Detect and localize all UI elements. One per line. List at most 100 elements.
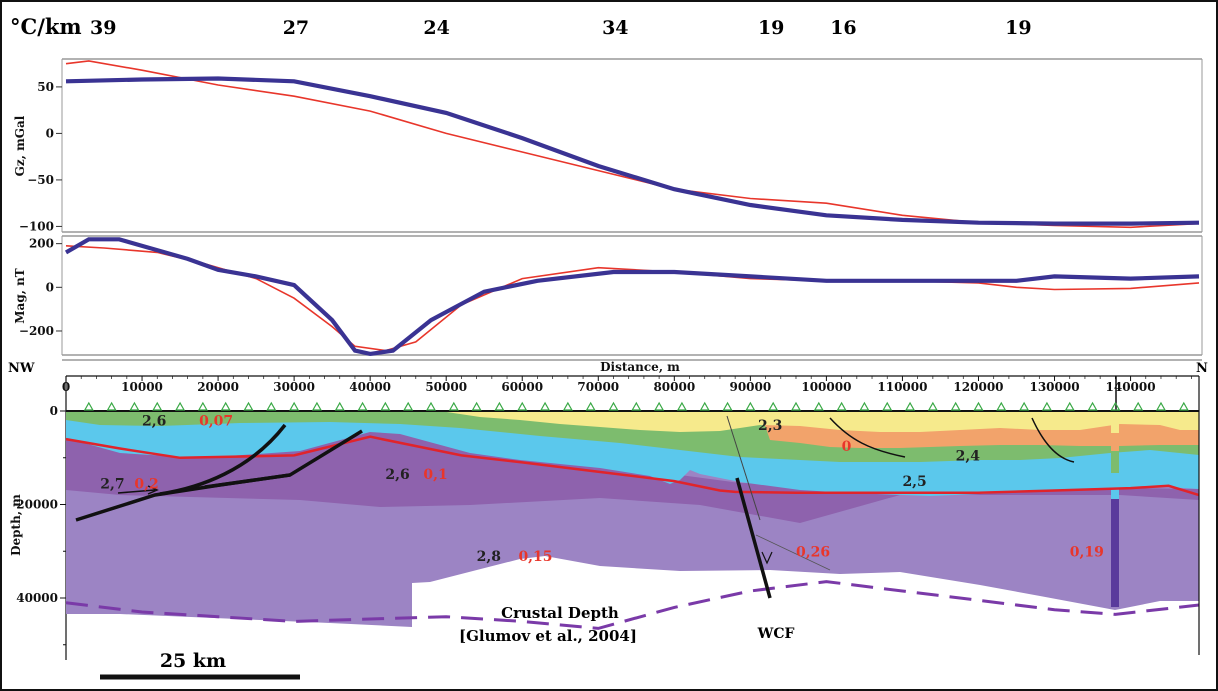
layer-label: 0,19 xyxy=(1070,544,1104,560)
station-marker-icon xyxy=(927,401,938,411)
fault-slip-arrow-icon xyxy=(761,551,773,565)
scale-bar-label: 25 km xyxy=(160,650,226,672)
magnetic-tick-label: −200 xyxy=(19,324,54,338)
station-marker-icon xyxy=(722,401,733,411)
distance-tick-label: 130000 xyxy=(1029,380,1079,394)
station-marker-icon xyxy=(494,401,505,411)
station-marker-icon xyxy=(448,401,459,411)
station-marker-icon xyxy=(699,401,710,411)
magnetic-tick-label: 0 xyxy=(46,280,54,294)
station-marker-icon xyxy=(790,401,802,411)
distance-tick-label: 70000 xyxy=(577,380,619,394)
fault-lines xyxy=(75,415,1075,599)
thermal-value: 19 xyxy=(758,17,784,39)
distance-tick-label: 140000 xyxy=(1106,380,1156,394)
borehole-segment xyxy=(1111,499,1119,607)
crustal-depth-label: Crustal Depth xyxy=(501,604,619,622)
station-marker-icon xyxy=(517,401,528,411)
station-marker-icon xyxy=(357,401,368,411)
thrust-arrow-icon xyxy=(117,489,156,494)
sediment-fault-line xyxy=(1031,417,1075,463)
station-marker-icon xyxy=(1019,401,1030,411)
magnetic-panel: 200 0 −200 Mag, nT xyxy=(13,235,1203,357)
station-marker-icon xyxy=(813,401,824,411)
thermal-value: 19 xyxy=(1005,17,1031,39)
station-marker-icon xyxy=(334,401,345,411)
station-marker-icon xyxy=(106,401,117,411)
layer-label: 0,07 xyxy=(199,413,233,429)
distance-tick-label: 120000 xyxy=(953,380,1003,394)
fault-trace-line xyxy=(726,415,761,521)
wcf-fault-line xyxy=(735,477,772,599)
station-marker-icon xyxy=(1178,401,1189,411)
layer-label: 0,26 xyxy=(796,544,830,560)
magnetic-observed-curve xyxy=(64,237,1200,357)
basement-boundary-line xyxy=(65,435,1200,497)
station-marker-icon xyxy=(882,401,893,411)
thermal-value: 16 xyxy=(830,17,856,39)
gravity-tick-label: −50 xyxy=(27,173,54,187)
thrust-fault-line xyxy=(159,423,287,496)
layer-label: 0 xyxy=(842,439,852,455)
thermal-value: 27 xyxy=(283,17,309,39)
station-marker-icon xyxy=(768,401,779,411)
layer-label: 0,15 xyxy=(518,549,552,565)
station-marker-icon xyxy=(380,401,391,411)
thermal-value: 39 xyxy=(90,17,116,39)
station-marker-icon xyxy=(175,401,186,411)
station-marker-icon xyxy=(654,401,665,411)
borehole-segment xyxy=(1111,433,1119,451)
layer-label: 2,6 xyxy=(385,467,409,483)
distance-x-ticks: 0100002000030000400005000060000700008000… xyxy=(62,375,1199,394)
station-marker-icon xyxy=(585,401,596,411)
gravity-observed-curve xyxy=(65,76,1200,226)
thermal-value: 34 xyxy=(602,17,628,39)
crustal-depth-reference: [Glumov et al., 2004] xyxy=(459,627,637,645)
layer-label: 0,1 xyxy=(423,467,447,483)
station-markers xyxy=(83,401,1189,411)
magnetic-y-ticks: 200 0 −200 xyxy=(19,237,62,338)
layer-label: 2,8 xyxy=(477,549,501,565)
station-marker-icon xyxy=(745,401,756,411)
layer-label: 2,5 xyxy=(902,474,926,490)
station-marker-icon xyxy=(197,401,208,411)
layer-label: 2,3 xyxy=(758,418,782,434)
layer-label: 2,7 xyxy=(100,476,124,492)
distance-xlabel: Distance, m xyxy=(600,360,680,374)
station-marker-icon xyxy=(129,401,140,411)
station-marker-icon xyxy=(608,401,619,411)
distance-tick-label: 60000 xyxy=(501,380,543,394)
layer-label: 2,4 xyxy=(956,448,981,464)
thrust-arrow-icon xyxy=(147,485,159,495)
thermal-unit: °C/km xyxy=(10,14,82,39)
depth-tick-label: 20000 xyxy=(16,498,58,512)
station-marker-icon xyxy=(836,401,847,411)
station-marker-icon xyxy=(950,401,961,411)
station-marker-icon xyxy=(973,401,984,411)
gravity-ylabel: Gz, mGal xyxy=(13,115,27,176)
layer-label: 2,6 xyxy=(142,413,166,429)
station-marker-icon xyxy=(403,401,414,411)
station-marker-icon xyxy=(152,401,163,411)
station-marker-icon xyxy=(471,401,482,411)
sediment-fault-line xyxy=(829,417,906,458)
station-marker-icon xyxy=(1041,401,1052,411)
station-marker-icon xyxy=(1110,401,1121,411)
section-panel: NW N Distance, m 0 10000 20000 30000 40000 50… xyxy=(8,359,1208,680)
depth-tick-label: 0 xyxy=(50,404,58,418)
station-marker-icon xyxy=(562,401,573,411)
station-marker-icon xyxy=(859,401,870,411)
wcf-label: WCF xyxy=(757,626,795,642)
thermal-gradient-row: °C/km 39 27 24 34 19 16 19 xyxy=(10,14,1032,39)
station-marker-icon xyxy=(83,401,94,411)
borehole-segment xyxy=(1111,451,1119,473)
station-marker-icon xyxy=(905,401,916,411)
station-marker-icon xyxy=(289,401,300,411)
thermal-value: 24 xyxy=(423,17,449,39)
depth-tick-label: 40000 xyxy=(16,591,58,605)
station-marker-icon xyxy=(1133,401,1144,411)
station-marker-icon xyxy=(311,401,322,411)
borehole-segment xyxy=(1111,411,1119,433)
distance-tick-label: 30000 xyxy=(273,380,315,394)
